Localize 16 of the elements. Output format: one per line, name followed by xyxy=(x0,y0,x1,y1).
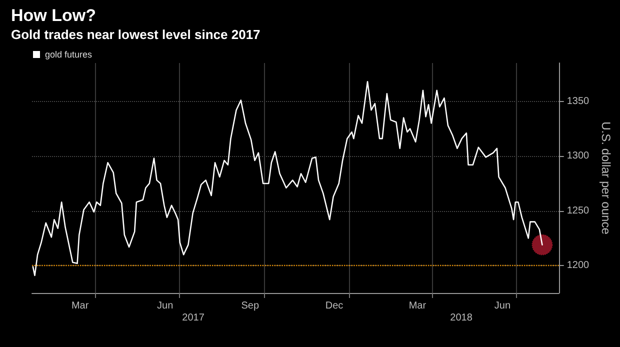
y-tick-label: 1200 xyxy=(566,260,590,272)
legend-label: gold futures xyxy=(45,50,93,60)
x-tick-label: Dec xyxy=(325,300,344,312)
x-tick-label: Jun xyxy=(494,300,511,312)
chart-title: How Low? xyxy=(11,6,96,25)
chart-subtitle: Gold trades near lowest level since 2017 xyxy=(11,27,260,42)
text: 2018 xyxy=(450,312,473,324)
x-tick-label: Mar xyxy=(71,300,90,312)
text: 2017 xyxy=(182,312,205,324)
y-tick-label: 1300 xyxy=(566,150,590,162)
x-tick-label: Sep xyxy=(241,300,260,312)
x-tick-label: Jun xyxy=(157,300,174,312)
y-tick-label: 1350 xyxy=(566,96,590,107)
y-tick-label: 1250 xyxy=(566,205,590,216)
y-axis-title: U.S. dollar per ounce xyxy=(599,122,613,235)
x-tick-label: Mar xyxy=(408,300,427,312)
